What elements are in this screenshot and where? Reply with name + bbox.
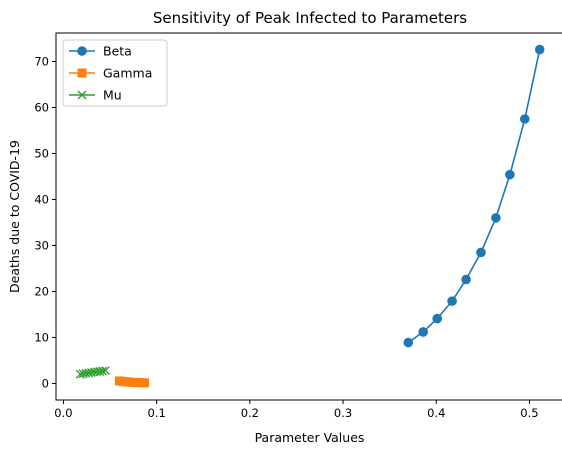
legend-entry-mu: Mu	[69, 88, 122, 103]
series-mu	[75, 366, 110, 379]
legend-label: Beta	[103, 44, 132, 59]
x-axis-ticks: 0.0 0.1 0.2 0.3 0.4 0.5	[54, 400, 539, 420]
legend-entry-beta: Beta	[69, 44, 132, 59]
data-point-beta	[519, 114, 530, 124]
legend-entry-gamma: Gamma	[69, 66, 152, 81]
data-point-beta	[447, 296, 457, 306]
data-point-beta	[491, 213, 501, 223]
data-point-beta	[461, 274, 471, 285]
x-tick-label: 0.4	[427, 406, 445, 420]
y-axis-ticks: 0 10 20 30 40 50 60 70	[34, 55, 56, 390]
x-tick-label: 0.2	[241, 406, 259, 420]
y-tick-label: 0	[42, 376, 49, 390]
x-tick-label: 0.0	[54, 406, 72, 420]
series-line-beta	[407, 49, 541, 344]
legend-box	[62, 39, 168, 107]
y-tick-label: 30	[34, 238, 49, 252]
x-axis-label: Parameter Values	[255, 430, 365, 445]
series-gamma	[114, 376, 150, 388]
y-axis-label: Deaths due to COVID-19	[7, 140, 22, 293]
data-point-beta	[476, 247, 486, 258]
data-point-beta	[418, 327, 429, 337]
legend-label: Mu	[103, 88, 122, 103]
data-point-beta	[534, 44, 545, 55]
data-point-beta	[432, 313, 442, 324]
data-point-beta	[505, 169, 515, 180]
y-tick-label: 50	[34, 146, 49, 160]
plot-frame	[55, 32, 562, 401]
x-tick-label: 0.1	[148, 406, 166, 420]
y-tick-label: 60	[34, 101, 49, 115]
x-tick-label: 0.3	[334, 406, 352, 420]
legend-marker-beta	[77, 46, 87, 56]
legend-label: Gamma	[103, 66, 152, 81]
y-tick-label: 40	[34, 192, 49, 206]
series-layer	[75, 44, 545, 388]
x-tick-label: 0.5	[520, 406, 538, 420]
legend-marker-mu	[77, 90, 87, 100]
data-point-beta	[403, 337, 414, 348]
chart-title: Sensitivity of Peak Infected to Paramete…	[153, 9, 467, 27]
y-tick-label: 70	[34, 55, 49, 69]
series-beta	[403, 44, 545, 348]
y-tick-label: 10	[34, 330, 49, 344]
legend-marker-gamma	[77, 68, 87, 78]
data-point-mu	[98, 366, 108, 376]
y-tick-label: 20	[34, 284, 49, 298]
data-point-mu	[100, 366, 110, 376]
legend: Beta Gamma Mu	[62, 39, 168, 107]
series-line-mu	[80, 369, 106, 376]
data-point-gamma	[140, 378, 150, 388]
